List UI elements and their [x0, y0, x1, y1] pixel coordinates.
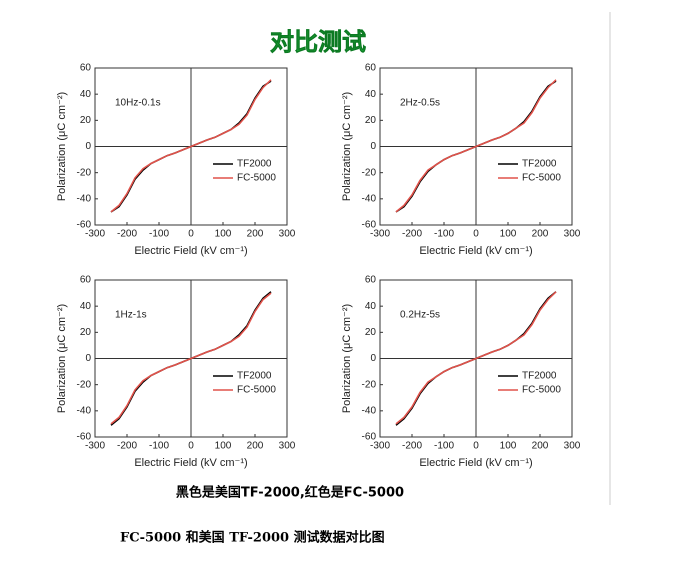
annotation: 0.2Hz-5s — [400, 310, 440, 321]
y-tick-label: -20 — [362, 167, 377, 178]
series-line — [395, 291, 557, 425]
x-tick-label: 300 — [564, 229, 581, 240]
x-tick-label: 300 — [564, 441, 581, 452]
x-tick-label: 200 — [247, 229, 264, 240]
y-tick-label: 60 — [80, 275, 92, 286]
legend-label: TF2000 — [237, 159, 272, 170]
x-tick-label: 100 — [500, 441, 517, 452]
y-tick-label: 20 — [365, 115, 377, 126]
y-tick-label: -40 — [77, 193, 92, 204]
title: 对比测试 — [270, 28, 366, 56]
x-axis-label: Electric Field (kV cm⁻¹) — [134, 245, 247, 257]
x-tick-label: -300 — [370, 441, 390, 452]
y-tick-label: -60 — [77, 432, 92, 443]
y-tick-label: 40 — [365, 89, 377, 100]
x-tick-label: -100 — [434, 441, 454, 452]
y-tick-label: 40 — [80, 89, 92, 100]
y-tick-label: 0 — [370, 353, 376, 364]
legend-label: FC-5000 — [522, 173, 561, 184]
y-tick-label: -20 — [362, 379, 377, 390]
y-tick-label: 60 — [80, 63, 92, 74]
x-tick-label: -200 — [402, 441, 422, 452]
x-tick-label: -100 — [434, 229, 454, 240]
x-tick-label: 300 — [279, 441, 296, 452]
y-tick-label: -40 — [362, 405, 377, 416]
x-tick-label: -200 — [117, 441, 137, 452]
x-tick-label: 100 — [500, 229, 517, 240]
y-axis-label: Polarization (μC cm⁻²) — [341, 304, 353, 413]
y-tick-label: 40 — [80, 301, 92, 312]
legend-label: TF2000 — [237, 371, 272, 382]
series-line — [395, 79, 557, 213]
x-axis-label: Electric Field (kV cm⁻¹) — [134, 457, 247, 469]
x-tick-label: -300 — [85, 441, 105, 452]
y-tick-label: -20 — [77, 379, 92, 390]
x-tick-label: 0 — [473, 441, 479, 452]
y-tick-label: 0 — [370, 141, 376, 152]
y-tick-label: 40 — [365, 301, 377, 312]
legend-label: FC-5000 — [522, 385, 561, 396]
caption: FC-5000 和美国 TF-2000 测试数据对比图 — [120, 530, 385, 546]
x-tick-label: -100 — [149, 441, 169, 452]
y-tick-label: 20 — [365, 327, 377, 338]
x-tick-label: -100 — [149, 229, 169, 240]
x-axis-label: Electric Field (kV cm⁻¹) — [419, 245, 532, 257]
x-tick-label: 300 — [279, 229, 296, 240]
x-tick-label: 200 — [532, 229, 549, 240]
y-axis-label: Polarization (μC cm⁻²) — [56, 304, 68, 413]
x-tick-label: 200 — [247, 441, 264, 452]
y-axis-label: Polarization (μC cm⁻²) — [341, 92, 353, 201]
legend-label: FC-5000 — [237, 385, 276, 396]
y-tick-label: 20 — [80, 327, 92, 338]
x-tick-label: 0 — [473, 229, 479, 240]
x-tick-label: 200 — [532, 441, 549, 452]
x-tick-label: 100 — [215, 441, 232, 452]
y-tick-label: 0 — [85, 141, 91, 152]
y-tick-label: -20 — [77, 167, 92, 178]
x-tick-label: -300 — [370, 229, 390, 240]
y-tick-label: 0 — [85, 353, 91, 364]
series-line — [110, 79, 272, 213]
y-tick-label: -40 — [77, 405, 92, 416]
y-tick-label: -40 — [362, 193, 377, 204]
y-tick-label: -60 — [362, 220, 377, 231]
x-tick-label: 0 — [188, 229, 194, 240]
y-tick-label: -60 — [362, 432, 377, 443]
legend-label: TF2000 — [522, 159, 557, 170]
y-axis-label: Polarization (μC cm⁻²) — [56, 92, 68, 201]
legend-label: TF2000 — [522, 371, 557, 382]
y-tick-label: 60 — [365, 63, 377, 74]
note: 黑色是美国TF-2000,红色是FC-5000 — [176, 485, 404, 501]
annotation: 10Hz-0.1s — [115, 98, 161, 109]
annotation: 2Hz-0.5s — [400, 98, 440, 109]
y-tick-label: 20 — [80, 115, 92, 126]
x-tick-label: 0 — [188, 441, 194, 452]
y-tick-label: 60 — [365, 275, 377, 286]
x-tick-label: -300 — [85, 229, 105, 240]
y-tick-label: -60 — [77, 220, 92, 231]
x-tick-label: -200 — [117, 229, 137, 240]
x-tick-label: -200 — [402, 229, 422, 240]
annotation: 1Hz-1s — [115, 310, 147, 321]
legend-label: FC-5000 — [237, 173, 276, 184]
series-line — [110, 292, 272, 425]
x-axis-label: Electric Field (kV cm⁻¹) — [419, 457, 532, 469]
x-tick-label: 100 — [215, 229, 232, 240]
